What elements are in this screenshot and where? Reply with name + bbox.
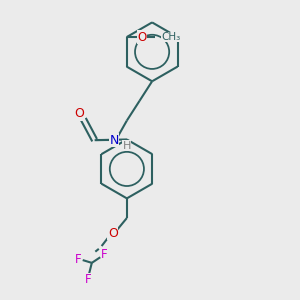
- Text: F: F: [74, 253, 81, 266]
- Text: H: H: [123, 141, 131, 151]
- Text: O: O: [108, 227, 118, 240]
- Text: F: F: [101, 248, 108, 261]
- Text: CH₃: CH₃: [161, 32, 180, 42]
- Text: N: N: [110, 134, 119, 147]
- Text: O: O: [137, 31, 147, 44]
- Text: O: O: [74, 107, 84, 120]
- Text: F: F: [85, 273, 92, 286]
